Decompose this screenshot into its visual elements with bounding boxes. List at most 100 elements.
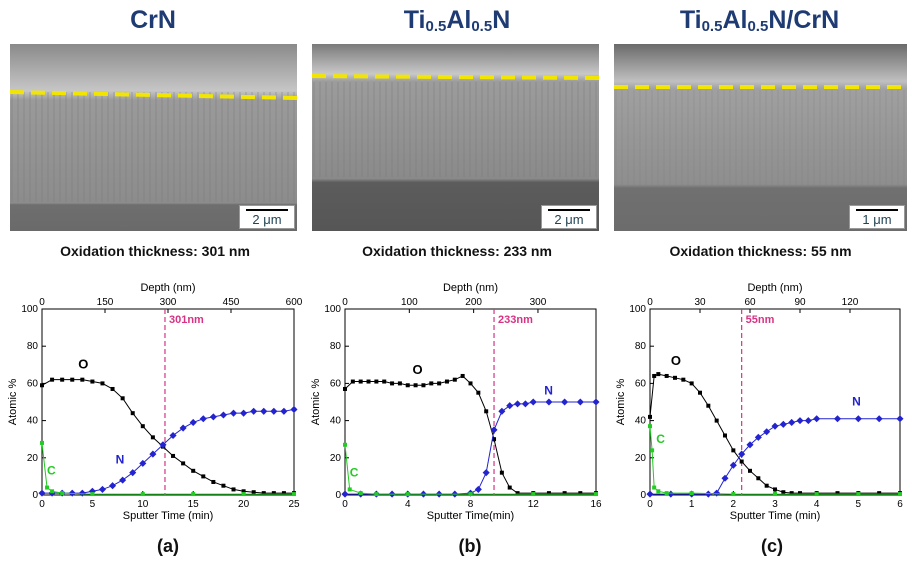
- data-point-O: [652, 373, 657, 378]
- data-point-O: [281, 491, 286, 496]
- data-point-N: [38, 489, 46, 497]
- data-point-N: [199, 415, 207, 423]
- data-point-O: [90, 379, 95, 384]
- data-point-N: [561, 398, 569, 406]
- series-label-O: O: [78, 357, 88, 372]
- series-line-C: [41, 442, 294, 495]
- data-point-O: [798, 491, 802, 496]
- data-point-C: [664, 491, 669, 496]
- data-point-N: [169, 431, 177, 440]
- data-point-O: [484, 409, 489, 414]
- series-label-O: O: [412, 362, 422, 377]
- data-point-O: [515, 491, 520, 496]
- y-tick-label: 100: [324, 304, 341, 315]
- y-tick-label: 40: [635, 416, 647, 427]
- data-point-N: [260, 407, 268, 415]
- top-tick-label: 200: [465, 297, 482, 308]
- data-point-O: [546, 491, 551, 496]
- data-point-N: [482, 469, 490, 477]
- x-tick-label: 4: [814, 499, 820, 510]
- y-tick-label: 0: [640, 490, 646, 501]
- data-point-O: [748, 468, 752, 473]
- x-tick-label: 10: [137, 499, 149, 510]
- data-point-N: [746, 441, 754, 449]
- data-point-O: [723, 433, 727, 438]
- data-point-C: [656, 489, 661, 494]
- data-point-N: [854, 415, 862, 423]
- top-tick-label: 120: [842, 297, 859, 308]
- x-tick-label: 12: [528, 499, 540, 510]
- series-line-N: [650, 418, 900, 495]
- y-tick-label: 40: [27, 416, 39, 427]
- x-tick-label: 5: [856, 499, 862, 510]
- series-label-C: C: [47, 464, 56, 478]
- data-point-N: [521, 400, 529, 408]
- top-tick-label: 450: [223, 297, 240, 308]
- data-point-C: [898, 492, 902, 497]
- y-tick-label: 60: [27, 378, 39, 389]
- data-point-O: [877, 491, 882, 496]
- data-point-C: [374, 492, 379, 497]
- data-point-N: [506, 402, 514, 410]
- data-point-N: [341, 490, 349, 498]
- y-axis-title: Atomic %: [615, 379, 627, 426]
- data-point-C: [347, 487, 352, 492]
- top-tick-label: 600: [286, 297, 303, 308]
- oxidation-thickness-label: Oxidation thickness: 301 nm: [60, 243, 250, 259]
- title-subscript: 0.5: [701, 18, 723, 35]
- top-tick-label: 100: [401, 297, 418, 308]
- data-point-O: [100, 381, 105, 386]
- x-tick-label: 0: [647, 499, 653, 510]
- data-point-O: [764, 483, 769, 488]
- data-point-C: [594, 492, 598, 497]
- data-point-C: [814, 492, 819, 497]
- data-point-C: [650, 448, 655, 453]
- data-point-O: [731, 448, 736, 453]
- data-point-O: [211, 479, 216, 484]
- data-point-N: [98, 485, 107, 493]
- series-label-C: C: [350, 465, 359, 479]
- top-tick-label: 0: [342, 297, 348, 308]
- data-point-C: [60, 491, 65, 496]
- data-point-C: [241, 492, 246, 497]
- x-tick-label: 5: [90, 499, 96, 510]
- data-point-C: [773, 492, 777, 497]
- data-point-N: [129, 469, 137, 477]
- x-tick-label: 0: [39, 499, 45, 510]
- data-point-O: [429, 381, 434, 386]
- data-point-N: [763, 428, 771, 436]
- title-subscript: 0.5: [747, 18, 769, 35]
- y-tick-label: 80: [635, 341, 647, 352]
- title-subscript: 0.5: [425, 18, 447, 35]
- x-tick-label: 3: [772, 499, 778, 510]
- data-point-N: [813, 415, 821, 423]
- data-point-O: [251, 490, 256, 495]
- oxidation-thickness-label: Oxidation thickness: 55 nm: [669, 243, 852, 259]
- data-point-O: [140, 424, 145, 429]
- x-tick-label: 15: [188, 499, 200, 510]
- y-tick-label: 0: [32, 490, 38, 501]
- x-tick-label: 16: [590, 499, 602, 510]
- data-point-N: [78, 489, 86, 497]
- data-point-O: [271, 491, 276, 496]
- data-point-O: [681, 377, 686, 382]
- data-point-O: [70, 377, 75, 382]
- data-point-O: [781, 490, 786, 495]
- data-point-C: [468, 492, 473, 497]
- sem-image-crn: 2 μm: [10, 44, 297, 231]
- panel-label-b: (b): [458, 536, 482, 556]
- data-point-C: [191, 492, 196, 497]
- data-point-C: [292, 492, 296, 497]
- title-part: N: [492, 6, 511, 34]
- data-point-O: [664, 373, 669, 378]
- data-point-O: [421, 383, 426, 388]
- oxide-depth-label: 301nm: [169, 314, 204, 326]
- data-point-N: [514, 400, 522, 408]
- y-tick-label: 100: [629, 304, 646, 315]
- panel-label-a: (a): [157, 536, 179, 556]
- y-axis-title: Atomic %: [7, 379, 19, 426]
- y-tick-label: 80: [27, 341, 39, 352]
- scale-bar: 2 μm: [239, 205, 295, 229]
- data-point-N: [779, 420, 787, 428]
